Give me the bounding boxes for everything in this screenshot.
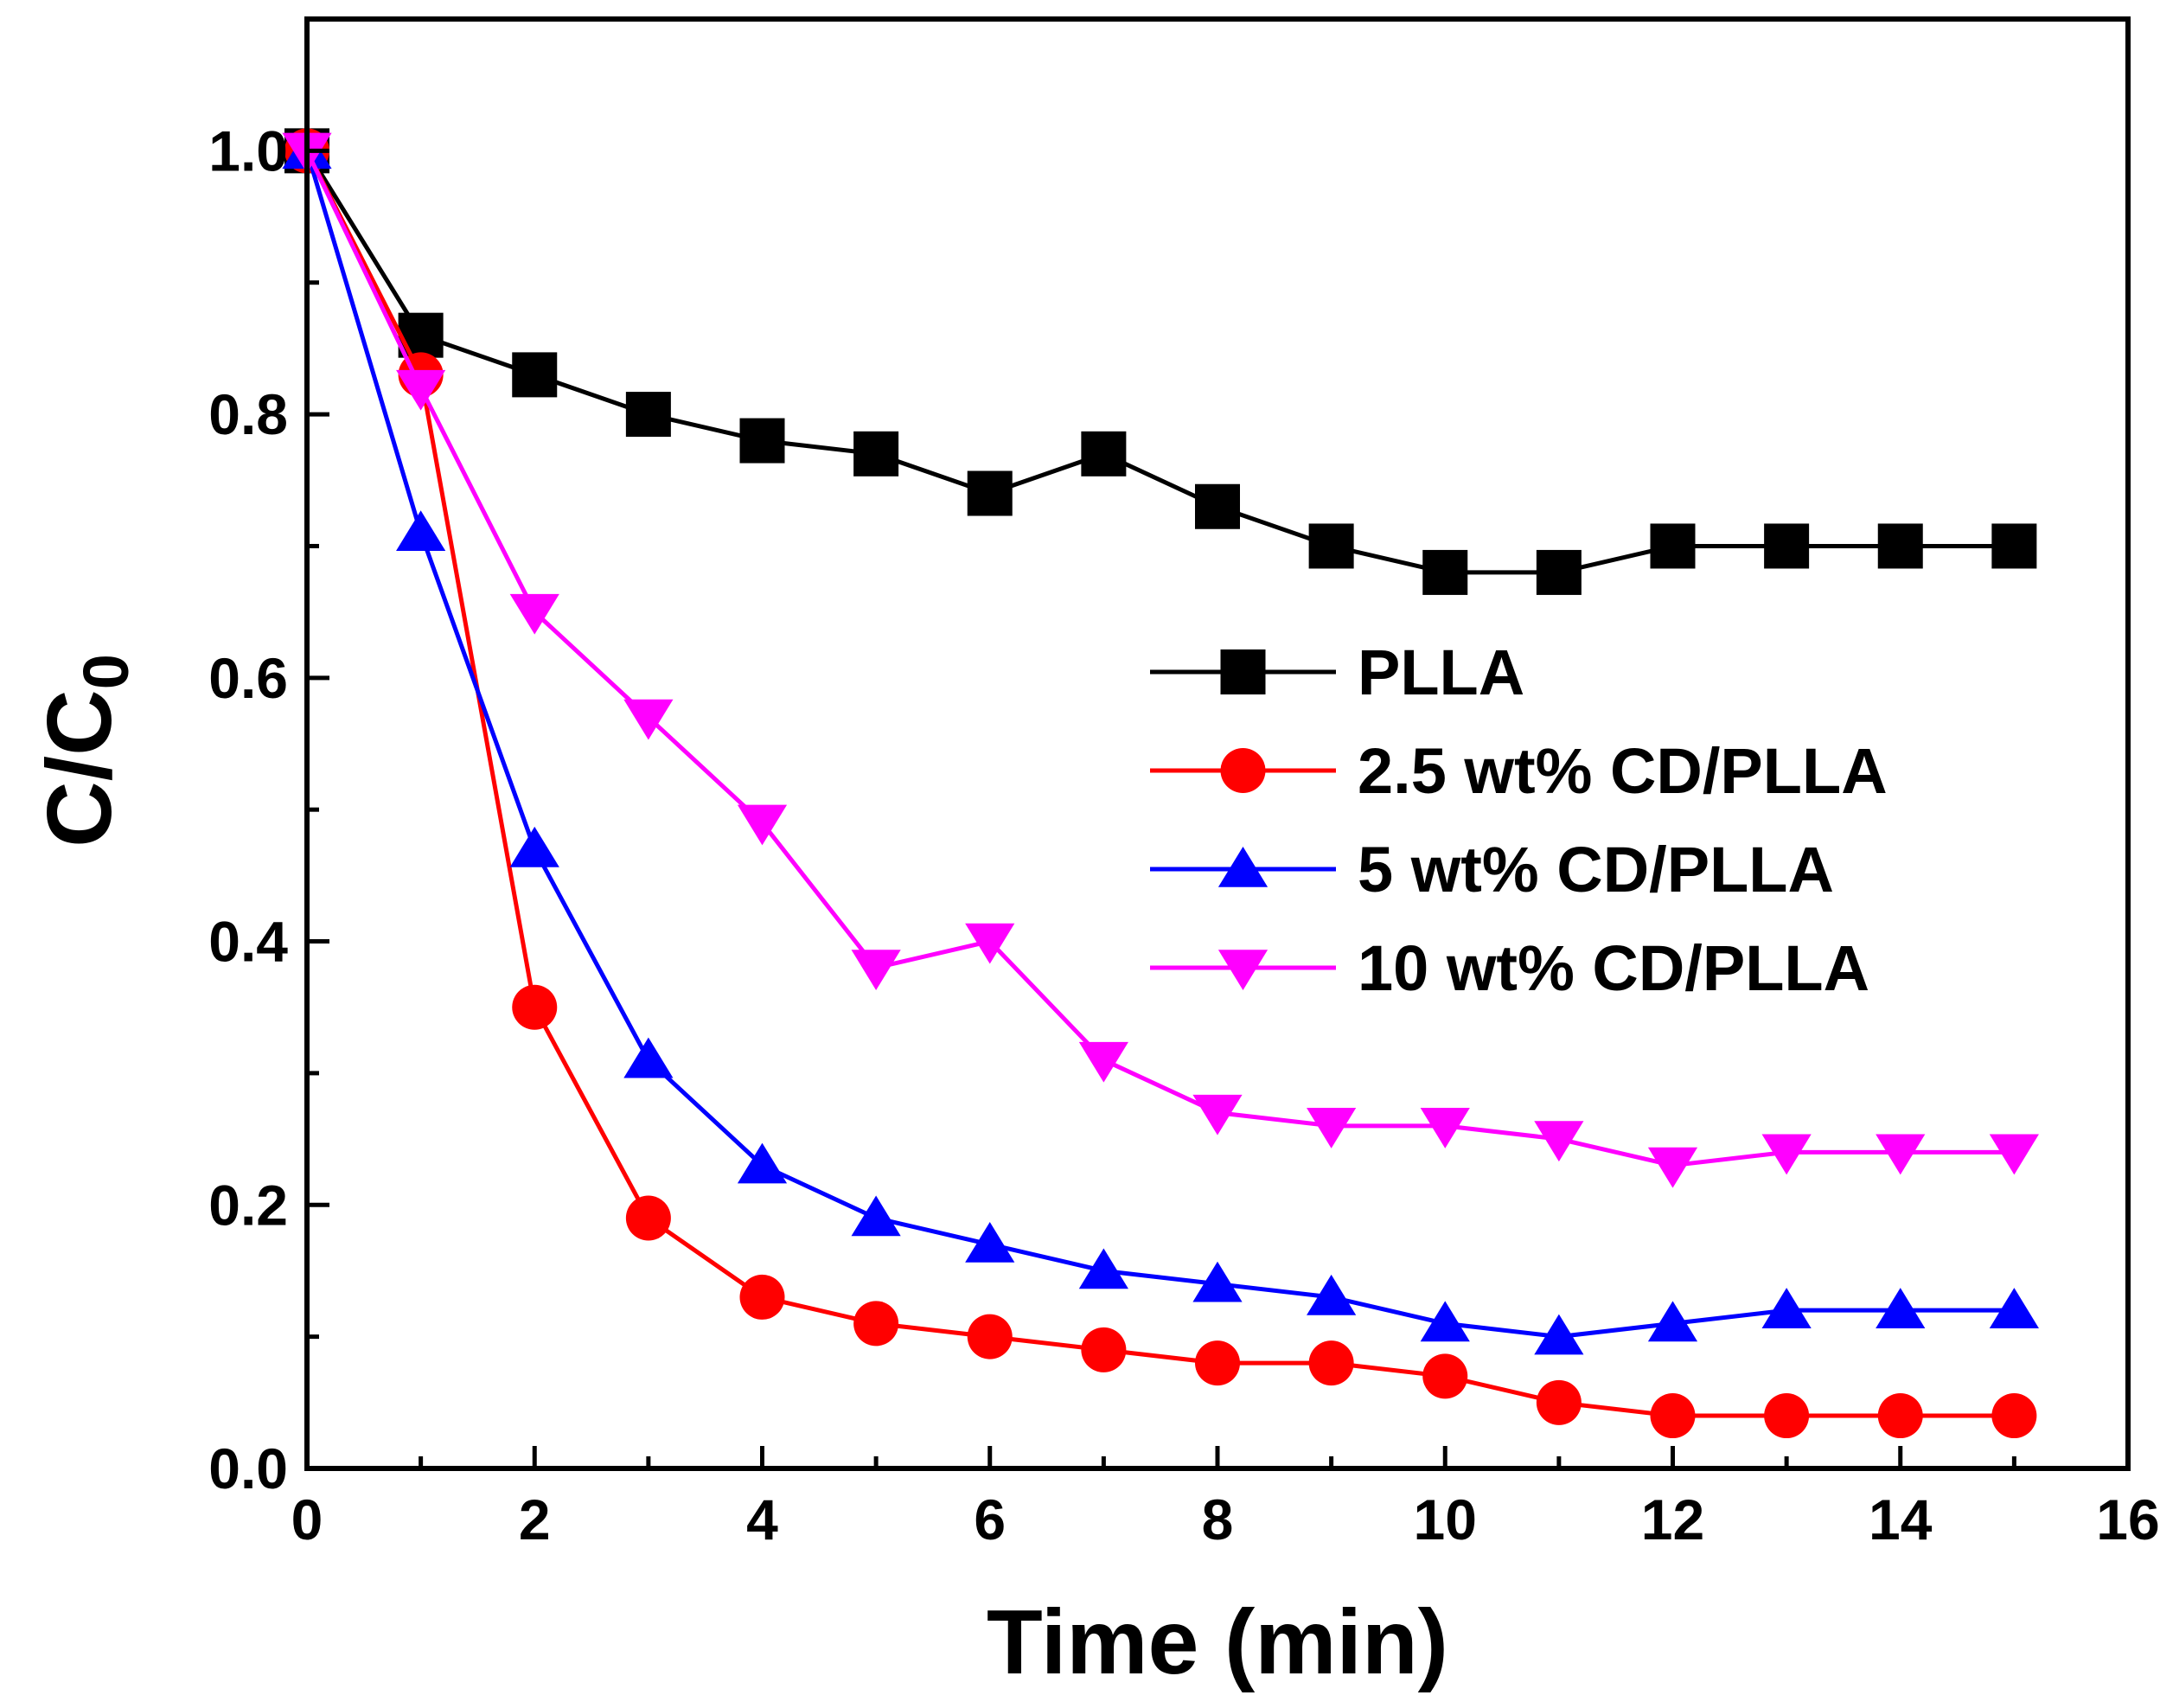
x-tick-label: 14 [1869,1487,1933,1551]
legend-label: 2.5 wt% CD/PLLA [1358,735,1888,807]
data-point [1536,549,1582,595]
data-point [1761,1134,1812,1175]
data-point [1307,1274,1357,1315]
data-point [739,418,785,464]
data-point [1761,1288,1812,1328]
data-point [737,804,788,846]
data-point [1989,1288,2039,1328]
series-line [304,150,2015,1168]
series-1 [284,128,2037,595]
ticks-layer: 0 2 4 6 8 10 12 14 16 0.0 0.2 0.4 0.6 0.8 1.0 [208,16,2160,1551]
data-point [1078,1041,1128,1083]
data-point [1422,1353,1468,1399]
series-3 [282,128,2039,1355]
data-point [1422,549,1468,595]
legend-item: PLLA [1150,637,1524,708]
data-point [1989,1134,2039,1175]
data-point [739,1274,785,1320]
data-point [967,1314,1013,1359]
y-tick-label: 0.2 [208,1173,288,1237]
data-point [851,1195,901,1237]
x-axis-title: Time (min) [987,1591,1448,1693]
x-tick-label: 12 [1641,1487,1704,1551]
data-point [1536,1379,1582,1425]
x-tick-label: 6 [974,1487,1006,1551]
x-tick-label: 4 [746,1487,778,1551]
data-point [623,1037,674,1078]
data-point [965,923,1015,964]
data-point [1876,1288,1926,1328]
data-point [625,1195,671,1241]
data-point [1195,483,1240,529]
legend-marker [1220,748,1266,793]
data-point [1991,1393,2037,1439]
data-point [1195,1340,1240,1386]
data-point [1650,523,1696,569]
data-point [1078,1248,1128,1289]
y-axis-title: C/C0 [29,654,142,848]
data-point [625,392,671,438]
data-point [1192,1261,1243,1302]
data-point [965,1221,1015,1263]
series-line [304,150,2015,575]
data-point [1764,523,1810,569]
legend-label: 10 wt% CD/PLLA [1358,932,1869,1004]
data-point [512,352,558,398]
legend-marker [1220,649,1266,694]
data-point [1647,1301,1698,1342]
data-point [1877,523,1923,569]
data-point [853,431,899,477]
y-axis-title-main: C/C [29,689,131,848]
data-point [737,1142,788,1184]
data-point [1307,1108,1357,1148]
legend-marker [1217,847,1269,887]
data-point [396,369,446,411]
data-point [1308,523,1354,569]
x-tick-label: 8 [1202,1487,1234,1551]
data-point [1991,523,2037,569]
data-point [1308,1340,1354,1386]
legend-item: 10 wt% CD/PLLA [1150,932,1869,1004]
legend-marker [1217,950,1269,990]
data-point [967,470,1013,516]
data-point [1876,1134,1926,1175]
data-point [509,826,559,867]
data-point [1081,431,1127,477]
data-point [623,699,674,740]
legend: PLLA 2.5 wt% CD/PLLA 5 wt% CD/PLLA 10 wt% C… [1150,637,1888,1004]
y-tick-label: 1.0 [208,118,288,182]
y-tick-label: 0.8 [208,382,288,446]
series-line [304,150,2015,1418]
data-point [1534,1314,1584,1355]
data-point [398,312,444,358]
data-point [1877,1393,1923,1439]
data-point [1647,1147,1698,1188]
x-tick-label: 16 [2096,1487,2159,1551]
legend-label: 5 wt% CD/PLLA [1358,834,1834,905]
x-tick-label: 0 [291,1487,323,1551]
series-line [304,150,2015,1340]
data-point [512,984,558,1030]
y-tick-label: 0.6 [208,646,288,710]
data-point [1420,1108,1470,1148]
data-point [1420,1301,1470,1342]
legend-item: 2.5 wt% CD/PLLA [1150,735,1888,807]
data-point [853,1301,899,1347]
data-point [1192,1094,1243,1135]
data-point [1764,1393,1810,1439]
legend-label: PLLA [1358,637,1524,708]
data-point [509,593,559,635]
data-point [851,950,901,991]
legend-item: 5 wt% CD/PLLA [1150,834,1834,905]
data-point [1650,1393,1696,1439]
data-point [1534,1121,1584,1162]
y-tick-label: 0.4 [208,910,288,974]
x-tick-label: 10 [1414,1487,1477,1551]
data-point [396,510,446,552]
y-tick-label: 0.0 [208,1436,288,1500]
data-point [1081,1327,1127,1372]
y-axis-title-subscript: 0 [70,654,142,689]
x-tick-label: 2 [519,1487,551,1551]
